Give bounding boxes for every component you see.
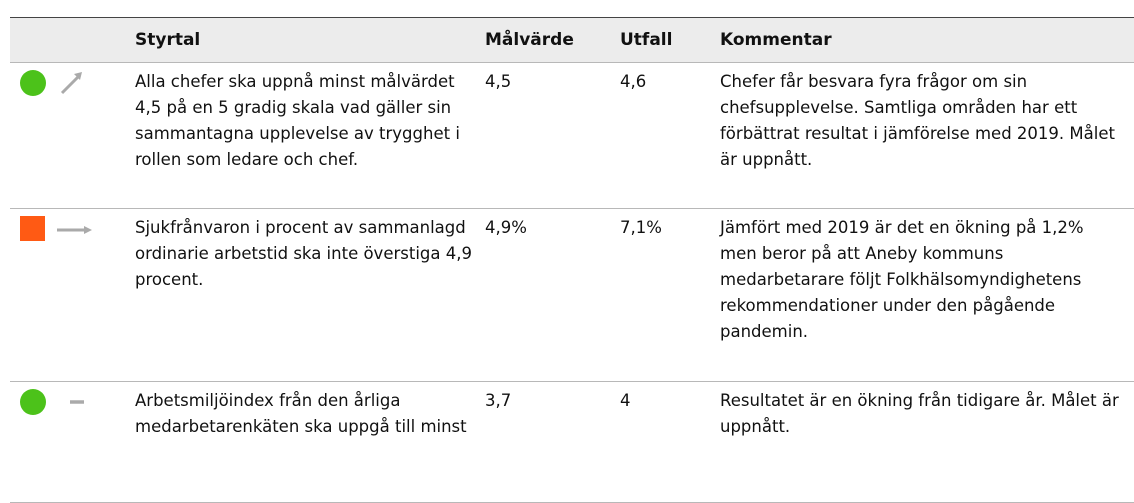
header-cell: Styrtal [135,30,201,50]
cell: Jämfört med 2019 är det en ökning på 1,2… [720,218,1084,341]
header-cell: Utfall [620,30,673,50]
status-icons [10,63,135,208]
cell: 7,1% [620,218,662,237]
cell: 4,9% [485,218,527,237]
status-green [20,389,46,415]
cell: Chefer får besvara fyra frågor om sin ch… [720,72,1115,169]
status-svg [20,70,82,96]
cell: Alla chefer ska uppnå minst målvärdet 4,… [135,72,460,169]
header-cell: Kommentar [720,30,832,50]
cell: 4,6 [620,72,647,91]
table-row: Sjukfrånvaron i procent av sammanlagd or… [10,209,1134,382]
trend-arrowhead [84,226,92,234]
cell: Sjukfrånvaron i procent av sammanlagd or… [135,218,472,289]
trend-arrowhead [74,72,82,80]
table-row: Arbetsmiljöindex från den årliga medarbe… [10,382,1134,503]
header-cell: Målvärde [485,30,574,50]
cell: Arbetsmiljöindex från den årliga medarbe… [135,391,467,436]
status-orange [20,216,45,241]
status-icons [10,382,135,502]
status-green [20,70,46,96]
cell: 4 [620,391,631,410]
status-svg [20,216,92,241]
status-icons [10,209,135,381]
status-svg [20,389,84,415]
table-row: Alla chefer ska uppnå minst målvärdet 4,… [10,63,1134,209]
cell: Resultatet är en ökning från tidigare år… [720,391,1119,436]
cell: 3,7 [485,391,512,410]
cell: 4,5 [485,72,512,91]
header-row: Styrtal Målvärde Utfall Kommentar [10,18,1134,63]
trend-up [60,73,82,95]
table: Styrtal Målvärde Utfall Kommentar Alla c… [10,17,1134,503]
